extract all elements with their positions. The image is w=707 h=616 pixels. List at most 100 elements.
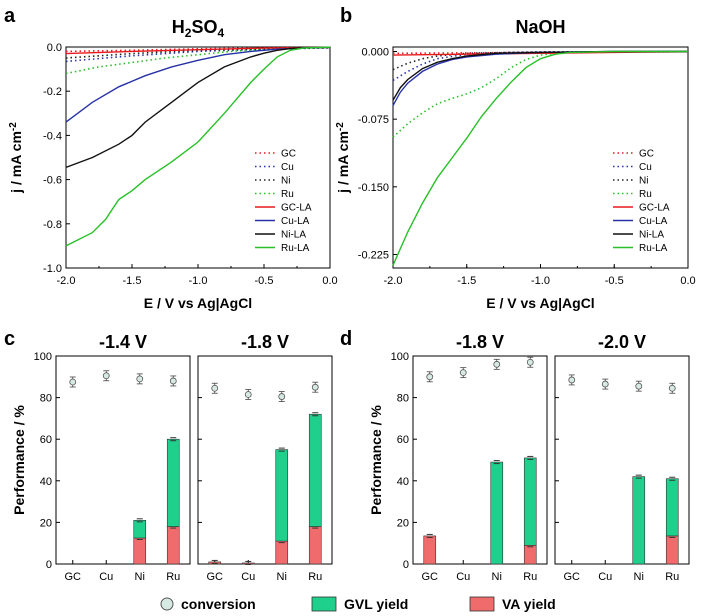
x-tick-label: Ni <box>634 571 644 583</box>
legend-va-label: VA yield <box>502 596 556 612</box>
bar-gvl-Ni <box>275 449 289 542</box>
y-tick-label: 40 <box>397 476 409 488</box>
y-tick-label: 80 <box>397 393 409 405</box>
x-tick-label: Cu <box>598 571 612 583</box>
y-tick-label: 60 <box>397 434 409 446</box>
x-tick-label: 0.0 <box>680 275 695 287</box>
y-tick-label: -0.150 <box>358 182 389 194</box>
x-tick-label: Cu <box>456 571 470 583</box>
x-tick-label: Ru <box>308 571 322 583</box>
conversion-point-Ni <box>136 375 144 383</box>
plot-frame <box>554 355 690 565</box>
bar-va-Ru <box>166 526 180 565</box>
panel-d: 0 20 40 60 80 100 Performance / % -1.8 V GC Cu Ni R… <box>368 332 690 583</box>
y-tick-label: -0.2 <box>43 86 62 98</box>
legend-label: Cu-LA <box>281 216 310 227</box>
conversion-point-Cu <box>102 372 110 380</box>
x-tick-label: Cu <box>99 571 113 583</box>
bar-gvl-Ru <box>523 457 537 546</box>
subplot-2: -2.0 V GC Cu Ni Ru <box>554 332 690 583</box>
bar-va-Cu <box>241 562 255 565</box>
y-tick-label: 0 <box>46 559 52 571</box>
chart-title: NaOH <box>515 17 565 37</box>
subplot-title: -2.0 V <box>598 332 646 352</box>
y-tick-label: -0.8 <box>43 219 62 231</box>
bar-va-Ni <box>133 537 147 565</box>
legend-label: Cu <box>639 162 652 173</box>
bar-va-Ru <box>308 526 322 565</box>
legend-gvl-label: GVL yield <box>344 596 408 612</box>
series-line-Ni-LA <box>392 50 688 101</box>
x-tick-label: -1.0 <box>189 275 208 287</box>
series-line-Cu-LA <box>65 46 331 123</box>
bottom-legend: conversion GVL yield VA yield <box>160 596 556 612</box>
series-line-GC-LA <box>392 51 689 56</box>
legend-label: Ni <box>639 176 648 187</box>
x-tick-label: GC <box>65 571 82 583</box>
x-tick-label: GC <box>564 571 581 583</box>
x-axis-label: E / V vs Ag|AgCl <box>144 295 252 311</box>
y-tick-label: 0.0 <box>47 42 62 54</box>
x-axis-label: E / V vs Ag|AgCl <box>486 295 594 311</box>
y-axis-label: Performance / % <box>11 405 27 515</box>
subplot-title: -1.8 V <box>456 332 504 352</box>
x-tick-label: -1.5 <box>457 275 476 287</box>
panel-letter-a: a <box>4 5 16 27</box>
y-tick-label: 0.000 <box>361 47 389 59</box>
x-tick-label: -2.0 <box>384 275 403 287</box>
series-line-Cu <box>392 50 689 82</box>
subplot-title: -1.8 V <box>241 332 289 352</box>
bar-va-GC <box>423 535 437 565</box>
y-tick-label: 100 <box>391 351 409 363</box>
legend-label: GC-LA <box>639 203 670 214</box>
bar-gvl-Ru <box>166 438 180 527</box>
legend-label: GC <box>281 149 296 160</box>
conversion-point-Cu <box>601 380 609 388</box>
bar-gvl-Ru <box>308 413 322 527</box>
legend-label: Ru-LA <box>639 243 668 254</box>
panel-letter-b: b <box>340 5 352 27</box>
conversion-point-GC <box>568 376 576 384</box>
y-tick-label: -0.075 <box>358 114 389 126</box>
conversion-point-Ni <box>635 382 643 390</box>
x-tick-label: -0.5 <box>255 275 274 287</box>
x-tick-label: GC <box>207 571 224 583</box>
y-tick-label: -0.6 <box>43 175 62 187</box>
legend-label: Cu-LA <box>639 216 668 227</box>
plot-frame <box>55 355 191 565</box>
y-tick-label: 80 <box>40 393 52 405</box>
bar-gvl-Ni <box>632 476 646 565</box>
subplot-1: -1.8 V GC Cu Ni Ru <box>412 332 548 583</box>
subplot-1: -1.4 V GC Cu Ni Ru <box>55 332 191 583</box>
y-axis-label: j / mA cm-2 <box>335 122 351 194</box>
legend-conversion-marker <box>160 597 174 611</box>
legend-label: Cu <box>281 162 294 173</box>
series-line-Ru-LA <box>392 50 688 266</box>
legend-label: Ru-LA <box>281 243 310 254</box>
panel-a: H2SO4 -2.0 -1.5 -1.0 -0.5 0.0 0.0 -0.2 -0.4 -0.6 -… <box>8 17 338 311</box>
y-tick-label: 40 <box>40 476 52 488</box>
panel-letter-c: c <box>4 328 15 350</box>
x-tick-label: -2.0 <box>57 275 76 287</box>
panel-c: 0 20 40 60 80 100 Performance / % -1.4 V GC Cu Ni R… <box>11 332 333 583</box>
x-tick-label: -1.5 <box>123 275 142 287</box>
subplot-title: -1.4 V <box>99 332 147 352</box>
legend-label: Ni-LA <box>281 230 306 241</box>
legend-label: Ru <box>639 189 652 200</box>
legend-label: GC-LA <box>281 203 312 214</box>
x-tick-label: Ni <box>135 571 145 583</box>
legend-va-swatch <box>469 596 495 612</box>
legend-label: Ru <box>281 189 294 200</box>
conversion-point-Ru <box>311 383 319 391</box>
panel-b: NaOH -2.0 -1.5 -1.0 -0.5 0.0 0.000 -0.075 -0.150… <box>335 17 696 311</box>
legend-conversion-label: conversion <box>181 596 256 612</box>
y-tick-label: 0 <box>403 559 409 571</box>
x-tick-label: -1.0 <box>531 275 550 287</box>
legend-label: Ni <box>281 176 290 187</box>
y-tick-label: 20 <box>40 517 52 529</box>
series-line-Ni-LA <box>65 46 331 169</box>
subplot-2: -1.8 V GC Cu Ni Ru <box>197 332 333 583</box>
x-tick-label: Ru <box>523 571 537 583</box>
y-tick-label: 100 <box>34 351 52 363</box>
